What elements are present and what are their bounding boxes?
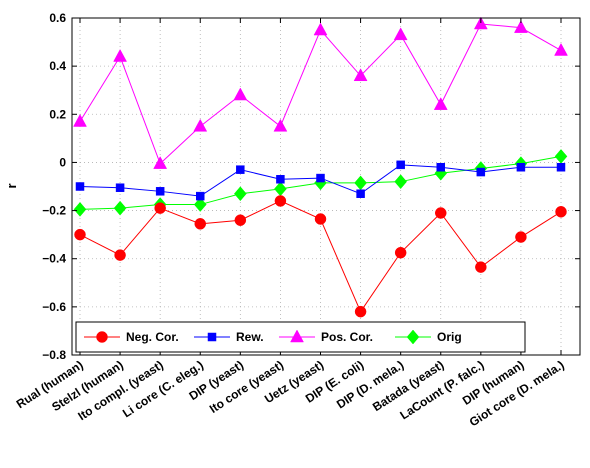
legend-marker	[96, 331, 108, 343]
data-point	[196, 191, 205, 201]
data-point	[73, 201, 87, 217]
data-point	[394, 174, 407, 190]
y-tick-label: −0.4	[42, 252, 66, 266]
data-point	[554, 42, 568, 56]
data-point	[554, 149, 568, 164]
data-point	[473, 16, 488, 30]
data-point	[73, 113, 87, 127]
data-point	[193, 197, 207, 212]
y-axis: −0.8 −0.6 −0.4 −0.2 0 0.2 0.4 0.6	[42, 11, 580, 362]
data-point	[154, 202, 166, 214]
legend: Neg. Cor. Rew. Pos. Cor. Orig	[75, 321, 526, 353]
y-tick-label: −0.2	[42, 204, 66, 218]
data-point	[233, 87, 248, 101]
y-tick-label: −0.8	[42, 348, 66, 362]
data-point	[115, 183, 125, 192]
data-point	[74, 228, 86, 241]
data-point	[276, 175, 285, 184]
legend-entry-rew: Rew.	[194, 330, 264, 344]
data-point	[153, 156, 168, 169]
series-rew	[75, 160, 566, 201]
data-point	[555, 206, 567, 218]
data-point	[316, 173, 325, 183]
y-tick-label: 0	[59, 155, 66, 169]
data-point	[354, 175, 367, 191]
series-layer	[73, 16, 568, 318]
data-point	[515, 231, 527, 243]
data-point	[433, 97, 448, 110]
legend-label: Orig	[437, 330, 462, 344]
data-point	[353, 68, 368, 82]
data-point	[356, 189, 365, 198]
legend-entry-pos-cor: Pos. Cor.	[279, 329, 373, 344]
legend-entry-orig: Orig	[395, 329, 462, 345]
data-point	[394, 246, 407, 259]
data-point	[273, 118, 288, 132]
legend-marker	[207, 332, 217, 342]
data-point	[194, 218, 206, 230]
data-point	[435, 207, 447, 219]
data-point	[516, 162, 526, 172]
y-tick-label: 0.4	[49, 59, 66, 73]
data-point	[475, 261, 487, 273]
plot-frame	[71, 17, 581, 356]
y-tick-label: −0.6	[42, 300, 66, 314]
legend-label: Neg. Cor.	[126, 330, 179, 344]
legend-marker	[406, 329, 420, 345]
data-point	[113, 200, 127, 216]
data-point	[155, 187, 165, 196]
data-point	[313, 22, 328, 36]
data-point	[393, 27, 408, 41]
y-tick-label: 0.2	[49, 107, 66, 121]
series-neg-cor	[74, 195, 567, 318]
data-point	[354, 305, 367, 318]
data-point	[556, 162, 566, 172]
data-point	[476, 167, 486, 177]
data-point	[234, 214, 247, 226]
data-point	[513, 20, 528, 33]
data-point	[274, 181, 287, 197]
data-point	[236, 165, 245, 174]
grid-lines	[72, 18, 580, 355]
data-point	[113, 48, 128, 62]
legend-marker	[290, 329, 304, 343]
data-point	[274, 195, 287, 207]
legend-label: Rew.	[236, 330, 264, 344]
series-pos-cor	[73, 16, 568, 169]
data-point	[314, 213, 327, 225]
data-point	[436, 162, 445, 172]
y-axis-label: r	[4, 183, 19, 188]
legend-entry-neg-cor: Neg. Cor.	[84, 330, 179, 344]
y-tick-label: 0.6	[49, 11, 66, 25]
legend-label: Pos. Cor.	[321, 330, 373, 344]
data-point	[114, 249, 126, 261]
x-axis: Rual (human)Stelzl (human)Ito compl. (ye…	[14, 18, 567, 429]
data-point	[75, 182, 85, 191]
data-point	[193, 118, 208, 132]
data-point	[396, 160, 405, 170]
data-point	[234, 186, 247, 202]
